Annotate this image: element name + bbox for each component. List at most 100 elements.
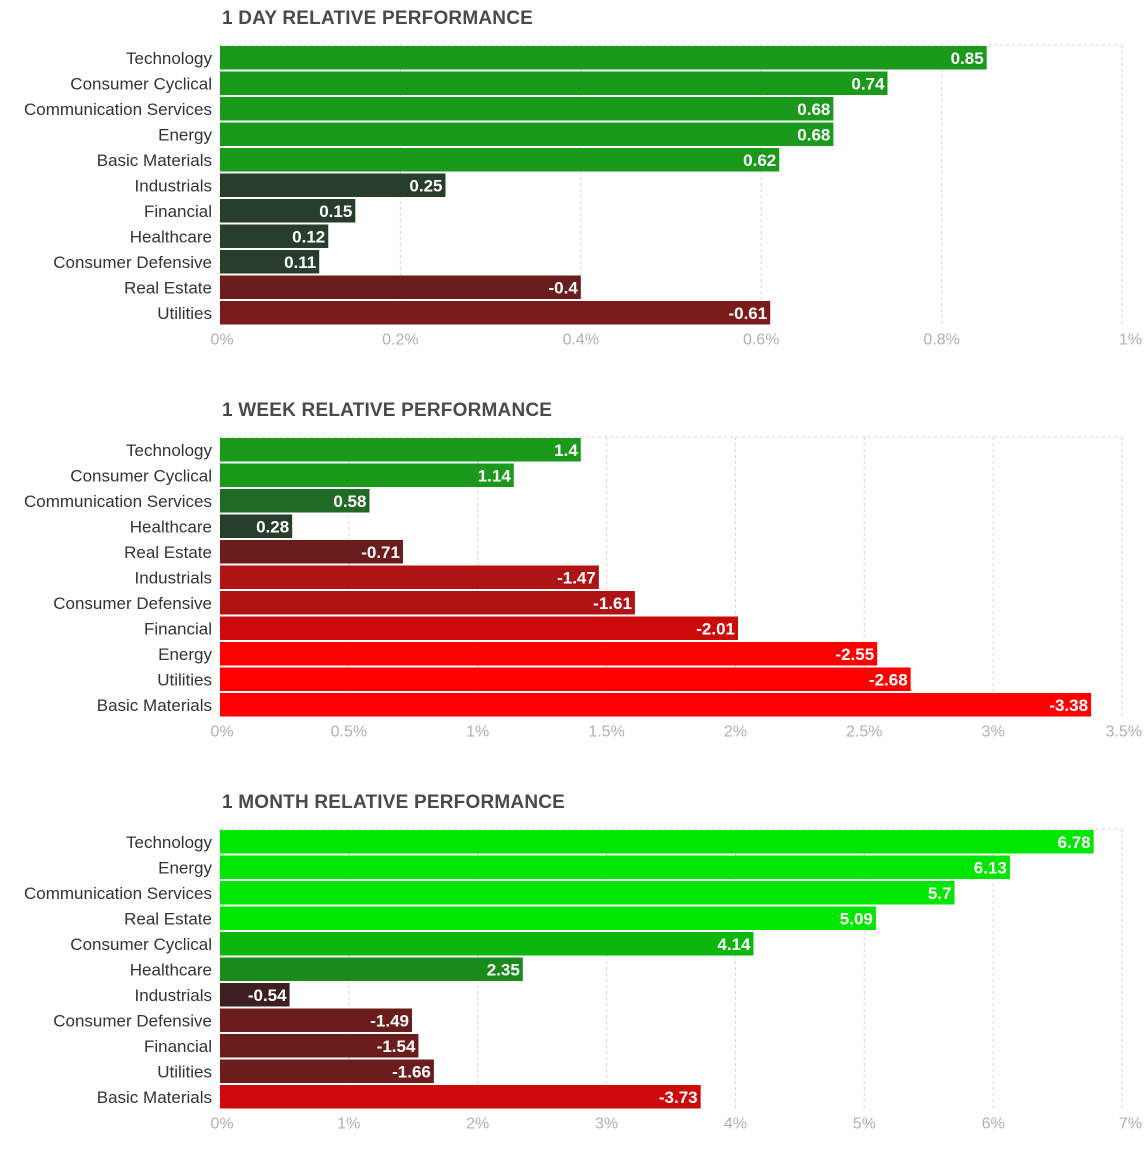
bar	[220, 591, 635, 615]
data-label: -0.71	[361, 543, 400, 562]
bar	[220, 830, 1094, 854]
category-label: Consumer Defensive	[53, 253, 212, 272]
category-label: Consumer Defensive	[53, 1011, 212, 1030]
x-tick-label: 3%	[595, 1116, 618, 1133]
chart-svg-1-day: 0% 0.2% 0.4% 0.6% 0.8% 1% Technology 0.85 Consum…	[24, 44, 1142, 349]
bar	[220, 983, 290, 1007]
x-tick-label: 5%	[853, 1116, 876, 1133]
category-label: Industrials	[135, 986, 212, 1005]
category-label: Communication Services	[24, 100, 212, 119]
bar	[220, 250, 320, 274]
bar	[220, 667, 911, 691]
category-label: Basic Materials	[97, 1088, 212, 1107]
bar	[220, 46, 987, 70]
chart-1-week: 1 WEEK RELATIVE PERFORMANCE 0% 0.5% 1% 1.5%…	[0, 392, 1144, 772]
x-tick-label: 7%	[1119, 1116, 1142, 1133]
category-label: Energy	[158, 125, 212, 144]
data-label: 6.78	[1058, 833, 1091, 852]
category-label: Healthcare	[130, 227, 212, 246]
data-label: -0.54	[248, 986, 287, 1005]
data-label: 0.58	[333, 492, 366, 511]
bar	[220, 438, 581, 462]
bar	[220, 957, 523, 981]
category-label: Energy	[158, 645, 212, 664]
x-tick-label: 0%	[210, 1116, 233, 1133]
data-label: 0.28	[256, 517, 289, 536]
data-label: 0.62	[743, 151, 776, 170]
data-label: -0.61	[728, 304, 767, 323]
bar	[220, 1059, 434, 1083]
bar	[220, 224, 329, 248]
bar	[220, 540, 403, 564]
x-tick-label: 2.5%	[846, 724, 882, 741]
data-label: 5.09	[840, 909, 873, 928]
data-label: 0.68	[797, 100, 830, 119]
x-tick-label: 0.6%	[743, 332, 779, 349]
data-label: -1.66	[392, 1062, 431, 1081]
chart-1-day: 1 DAY RELATIVE PERFORMANCE 0% 0.2% 0.4% 0.6…	[0, 0, 1144, 380]
category-label: Basic Materials	[97, 696, 212, 715]
category-label: Basic Materials	[97, 151, 212, 170]
bar	[220, 932, 754, 956]
category-label: Real Estate	[124, 909, 212, 928]
category-label: Communication Services	[24, 884, 212, 903]
data-label: 1.4	[554, 441, 578, 460]
x-tick-label: 3%	[982, 724, 1005, 741]
data-label: 0.11	[284, 253, 316, 272]
bar	[220, 514, 293, 538]
category-label: Technology	[126, 833, 213, 852]
category-label: Consumer Defensive	[53, 594, 212, 613]
x-tick-label: 0.8%	[923, 332, 959, 349]
data-label: 0.15	[319, 202, 352, 221]
x-tick-label: 6%	[982, 1116, 1005, 1133]
bar	[220, 1034, 419, 1058]
x-tick-label: 3.5%	[1106, 724, 1142, 741]
x-tick-label: 1%	[466, 724, 489, 741]
bar	[220, 122, 834, 146]
category-label: Healthcare	[130, 517, 212, 536]
category-label: Industrials	[135, 568, 212, 587]
chart-1-month: 1 MONTH RELATIVE PERFORMANCE 0% 1% 2% 3% 4% 5…	[0, 784, 1144, 1164]
category-label: Utilities	[157, 304, 212, 323]
data-label: -3.73	[659, 1088, 698, 1107]
data-label: 6.13	[974, 858, 1007, 877]
bar	[220, 1085, 701, 1109]
category-label: Communication Services	[24, 492, 212, 511]
data-label: 1.14	[478, 466, 512, 485]
category-label: Financial	[144, 202, 212, 221]
x-tick-label: 0%	[210, 724, 233, 741]
chart-title-1-week: 1 WEEK RELATIVE PERFORMANCE	[222, 400, 553, 421]
bar	[220, 881, 955, 905]
category-label: Consumer Cyclical	[70, 935, 212, 954]
data-label: 2.35	[487, 960, 520, 979]
data-label: 0.74	[851, 74, 885, 93]
bar	[220, 97, 834, 121]
bar	[220, 199, 356, 223]
x-tick-label: 2%	[466, 1116, 489, 1133]
bar	[220, 642, 878, 666]
bar	[220, 906, 876, 930]
data-label: 0.12	[292, 227, 325, 246]
data-label: 4.14	[717, 935, 751, 954]
chart-svg-1-month: 0% 1% 2% 3% 4% 5% 6% 7% Technology 6.78 Energy 6.13…	[24, 828, 1142, 1133]
data-label: -1.61	[593, 594, 632, 613]
data-label: -2.55	[835, 645, 874, 664]
category-label: Utilities	[157, 670, 212, 689]
category-label: Consumer Cyclical	[70, 74, 212, 93]
bar	[220, 173, 446, 197]
category-label: Healthcare	[130, 960, 212, 979]
x-tick-label: 0.5%	[331, 724, 367, 741]
data-label: 0.85	[951, 49, 984, 68]
bar	[220, 301, 771, 325]
bar	[220, 148, 780, 172]
category-label: Industrials	[135, 176, 212, 195]
x-tick-label: 2%	[724, 724, 747, 741]
x-tick-label: 1.5%	[588, 724, 624, 741]
data-label: -1.49	[370, 1011, 409, 1030]
data-label: -2.68	[869, 670, 908, 689]
x-tick-label: 4%	[724, 1116, 747, 1133]
category-label: Financial	[144, 619, 212, 638]
data-label: 0.68	[797, 125, 830, 144]
bar	[220, 275, 581, 299]
bar	[220, 693, 1092, 717]
